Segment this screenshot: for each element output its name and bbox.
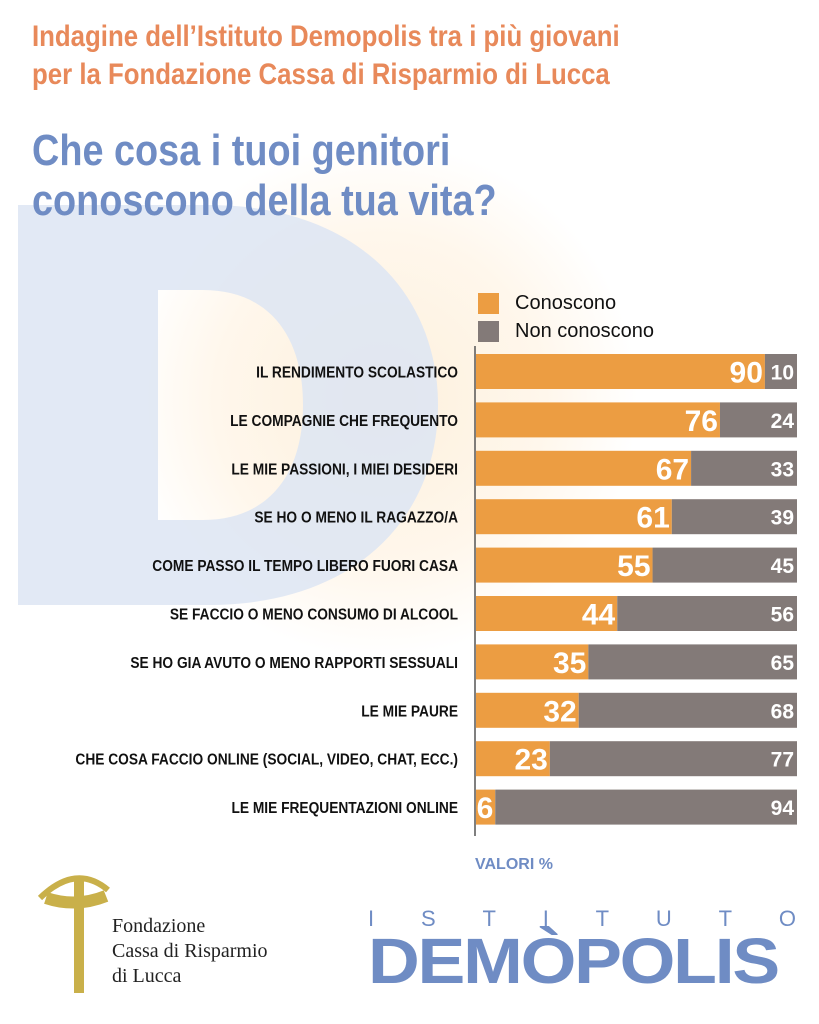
fondazione-line: di Lucca [112,965,182,987]
data-label-non-conoscono: 94 [771,797,795,820]
category-label: SE HO O MENO IL RAGAZZO/A [254,509,458,527]
data-label-non-conoscono: 33 [771,458,794,481]
demopolis-letter: T [482,906,496,931]
demopolis-letter: S [420,906,436,931]
category-label: CHE COSA FACCIO ONLINE (SOCIAL, VIDEO, C… [75,751,458,769]
category-label: LE MIE FREQUENTAZIONI ONLINE [231,799,458,817]
bar-non-conoscono [719,402,797,438]
bar-non-conoscono [549,741,797,777]
bar-conoscono [476,741,550,777]
fondazione-logo [36,868,110,1003]
category-label: LE MIE PAURE [361,702,458,720]
bar-conoscono [476,354,765,389]
category-label: COME PASSO IL TEMPO LIBERO FUORI CASA [152,557,458,575]
bar-non-conoscono [691,450,797,486]
bar-conoscono [476,692,579,728]
category-label: LE MIE PASSIONI, I MIEI DESIDERI [231,460,458,478]
data-label-non-conoscono: 56 [771,604,794,627]
data-label-conoscono: 67 [656,453,689,486]
legend-swatch [478,320,499,342]
bar-conoscono [476,499,672,535]
category-label: SE FACCIO O MENO CONSUMO DI ALCOOL [170,606,458,624]
bar-conoscono [476,644,589,680]
legend-swatch [478,292,499,314]
bar-non-conoscono [652,547,797,583]
category-label: SE HO GIA AVUTO O MENO RAPPORTI SESSUALI [130,654,458,672]
demopolis-letter: I [542,906,549,931]
title-line-1: Che cosa i tuoi genitori [32,126,451,175]
data-label-non-conoscono: 65 [771,652,795,675]
data-label-conoscono: 32 [543,695,576,728]
fondazione-cross-icon [37,875,110,993]
data-label-conoscono: 6 [477,792,494,825]
bar-non-conoscono [588,644,797,680]
bar-non-conoscono [495,789,797,825]
legend-label: Non conoscono [515,319,654,342]
data-label-non-conoscono: 24 [771,410,795,433]
unit-note: VALORI % [475,856,553,873]
header-line-2: per la Fondazione Cassa di Risparmio di … [32,58,610,91]
demopolis-letter: T [595,906,610,931]
bar-non-conoscono [764,354,797,389]
fondazione-line: Fondazione [112,915,206,937]
legend-item-conoscono: Conoscono [478,289,654,317]
title-line-2: conoscono della tua vita? [32,176,497,225]
data-label-non-conoscono: 77 [771,749,794,772]
bar-conoscono [476,402,720,438]
data-label-conoscono: 61 [636,502,669,535]
page-title: Che cosa i tuoi genitori conoscono della… [32,126,497,226]
bar-non-conoscono [671,499,797,535]
demopolis-letter: T [718,906,733,931]
demopolis-letter: O [778,906,796,931]
demopolis-wordmark: DEMÒPOLIS [368,925,780,997]
data-label-conoscono: 35 [553,647,586,680]
bar-conoscono [476,789,496,825]
legend-label: Conoscono [515,291,617,314]
bar-conoscono [476,596,618,631]
data-label-conoscono: 44 [582,599,616,632]
category-label: IL RENDIMENTO SCOLASTICO [256,364,458,382]
data-label-conoscono: 90 [730,357,763,390]
data-label-conoscono: 76 [685,405,718,438]
demopolis-letter: I [368,906,375,931]
bar-non-conoscono [617,596,797,631]
background-letter-d-watermark [18,205,438,605]
bar-conoscono [476,450,692,486]
data-label-non-conoscono: 10 [771,362,794,385]
data-label-non-conoscono: 39 [771,507,794,530]
data-label-non-conoscono: 68 [771,700,795,723]
data-label-conoscono: 23 [514,744,547,777]
bar-non-conoscono [578,692,797,728]
header: Indagine dell’Istituto Demopolis tra i p… [32,18,620,94]
data-label-non-conoscono: 45 [771,555,795,578]
fondazione-text: Fondazione Cassa di Risparmio di Lucca [112,914,268,989]
legend: Conoscono Non conoscono [478,289,654,345]
demopolis-letter: U [655,906,672,931]
data-label-conoscono: 55 [617,550,650,583]
legend-item-non-conoscono: Non conoscono [478,317,654,345]
bar-conoscono [476,547,653,583]
category-label: LE COMPAGNIE CHE FREQUENTO [230,412,458,430]
header-line-1: Indagine dell’Istituto Demopolis tra i p… [32,20,620,53]
fondazione-line: Cassa di Risparmio [112,940,268,962]
